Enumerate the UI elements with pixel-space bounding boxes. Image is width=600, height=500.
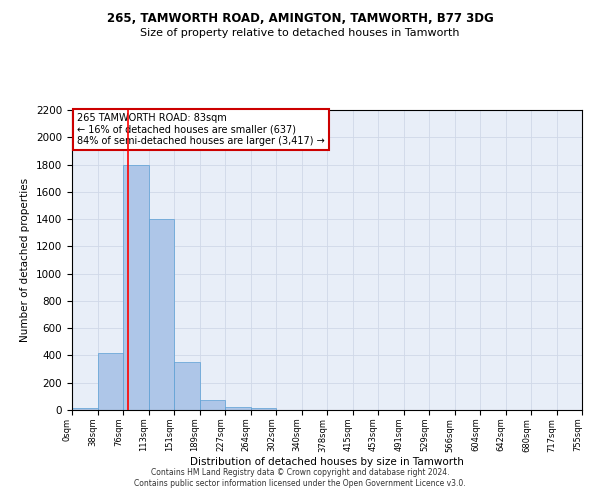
Bar <box>123 164 149 410</box>
Bar <box>72 408 97 410</box>
Bar <box>225 406 251 410</box>
Bar <box>174 362 199 410</box>
Bar <box>199 400 225 410</box>
Text: 265 TAMWORTH ROAD: 83sqm
← 16% of detached houses are smaller (637)
84% of semi-: 265 TAMWORTH ROAD: 83sqm ← 16% of detach… <box>77 113 325 146</box>
Text: Contains HM Land Registry data © Crown copyright and database right 2024.
Contai: Contains HM Land Registry data © Crown c… <box>134 468 466 487</box>
Bar <box>251 408 276 410</box>
Text: Size of property relative to detached houses in Tamworth: Size of property relative to detached ho… <box>140 28 460 38</box>
Bar <box>97 352 123 410</box>
Text: 265, TAMWORTH ROAD, AMINGTON, TAMWORTH, B77 3DG: 265, TAMWORTH ROAD, AMINGTON, TAMWORTH, … <box>107 12 493 26</box>
Bar <box>149 219 174 410</box>
X-axis label: Distribution of detached houses by size in Tamworth: Distribution of detached houses by size … <box>190 457 464 467</box>
Y-axis label: Number of detached properties: Number of detached properties <box>20 178 31 342</box>
